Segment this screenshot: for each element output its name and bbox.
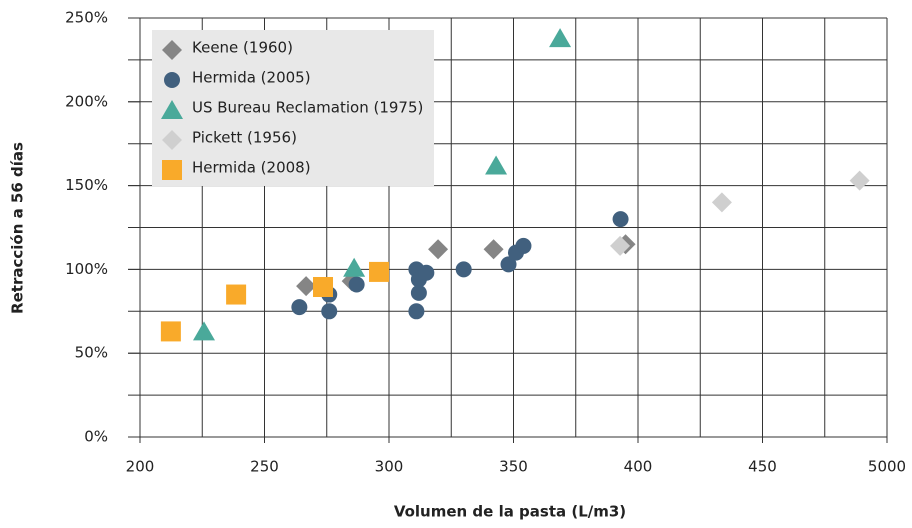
point [612, 211, 629, 228]
point [418, 264, 435, 281]
point [849, 170, 870, 191]
point [348, 276, 365, 293]
y-axis-label: Retracción a 56 días [9, 142, 27, 314]
legend-marker [164, 72, 180, 88]
legend-marker [162, 160, 182, 180]
y-tick-label: 250% [65, 9, 108, 27]
point [515, 237, 532, 254]
point [483, 239, 504, 260]
y-tick-label: 200% [65, 92, 108, 110]
point [291, 299, 308, 316]
point [313, 276, 334, 297]
point [408, 303, 425, 320]
y-tick-label: 100% [65, 260, 108, 278]
point [369, 261, 390, 282]
legend-label: Hermida (2005) [192, 69, 311, 87]
point [226, 284, 247, 305]
point [428, 239, 449, 260]
x-tick-label: 350 [499, 458, 528, 476]
x-tick-label: 5000 [868, 458, 906, 476]
point [410, 284, 427, 301]
point [711, 192, 732, 213]
legend-marker [161, 100, 183, 119]
point [500, 256, 517, 273]
y-tick-label: 150% [65, 176, 108, 194]
legend-box [152, 30, 434, 186]
x-tick-label: 250 [250, 458, 279, 476]
x-tick-label: 300 [375, 458, 404, 476]
x-tick-label: 450 [748, 458, 777, 476]
x-tick-label: 200 [126, 458, 155, 476]
legend-marker [162, 40, 182, 60]
legend-label: Keene (1960) [192, 39, 293, 57]
point [192, 321, 215, 341]
y-tick-label: 50% [75, 344, 108, 362]
point [455, 261, 472, 278]
legend-label: Pickett (1956) [192, 129, 297, 147]
point [160, 321, 181, 342]
point [549, 28, 572, 48]
legend-label: Hermida (2008) [192, 159, 311, 177]
point [296, 276, 317, 297]
x-tick-label: 400 [624, 458, 653, 476]
x-axis-label: Volumen de la pasta (L/m3) [394, 503, 626, 521]
y-tick-label: 0% [84, 428, 108, 446]
point [610, 235, 631, 256]
point [321, 303, 338, 320]
legend-marker [162, 130, 182, 150]
point [485, 155, 508, 175]
legend-label: US Bureau Reclamation (1975) [192, 99, 423, 117]
point [343, 257, 366, 277]
